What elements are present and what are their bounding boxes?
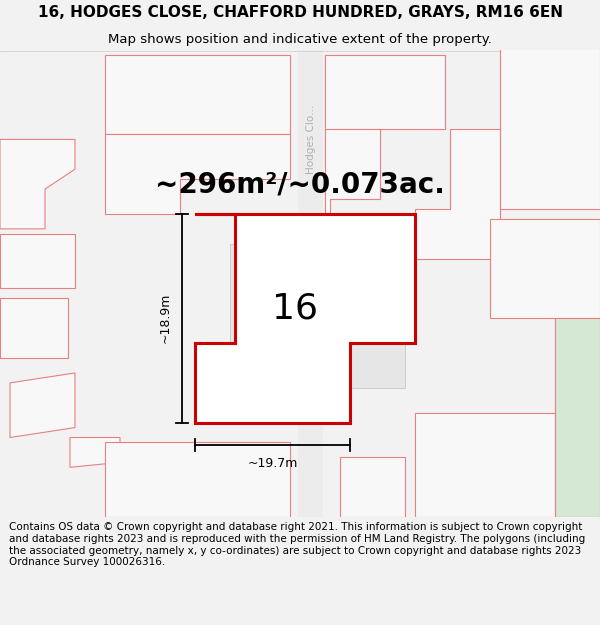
- Polygon shape: [195, 214, 415, 422]
- Bar: [0, 298, 68, 358]
- Text: Hodges Clo...: Hodges Clo...: [306, 105, 316, 174]
- Bar: [230, 244, 405, 388]
- Bar: [298, 50, 323, 517]
- Text: ~18.9m: ~18.9m: [159, 293, 172, 344]
- Text: Contains OS data © Crown copyright and database right 2021. This information is : Contains OS data © Crown copyright and d…: [9, 522, 585, 568]
- Polygon shape: [555, 318, 600, 517]
- Text: 16, HODGES CLOSE, CHAFFORD HUNDRED, GRAYS, RM16 6EN: 16, HODGES CLOSE, CHAFFORD HUNDRED, GRAY…: [37, 5, 563, 20]
- Bar: [415, 412, 555, 517]
- Polygon shape: [10, 373, 75, 438]
- Text: ~296m²/~0.073ac.: ~296m²/~0.073ac.: [155, 170, 445, 198]
- Bar: [105, 442, 290, 517]
- Bar: [500, 45, 600, 209]
- Text: ~19.7m: ~19.7m: [247, 458, 298, 471]
- Bar: [490, 219, 600, 318]
- Polygon shape: [415, 129, 500, 259]
- Polygon shape: [70, 438, 120, 468]
- Bar: [340, 458, 405, 517]
- Polygon shape: [105, 134, 290, 214]
- Bar: [105, 55, 290, 134]
- Text: 16: 16: [272, 291, 318, 326]
- Text: Map shows position and indicative extent of the property.: Map shows position and indicative extent…: [108, 32, 492, 46]
- Polygon shape: [325, 129, 380, 229]
- Bar: [325, 55, 445, 129]
- Bar: [0, 234, 75, 289]
- Polygon shape: [0, 139, 75, 229]
